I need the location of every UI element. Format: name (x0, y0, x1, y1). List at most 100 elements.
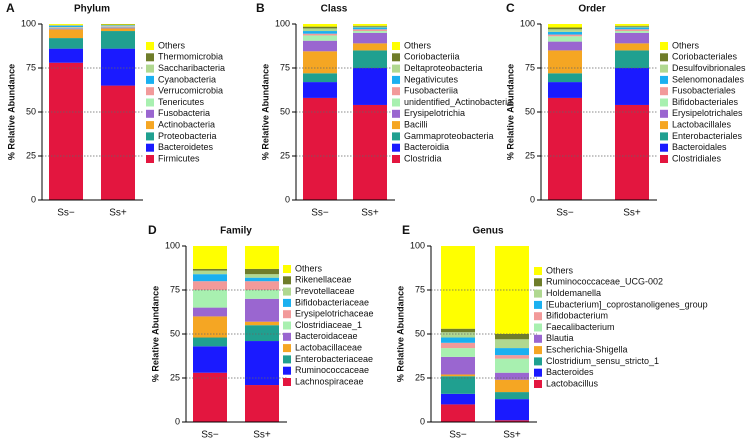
legend-label: Bacteroidales (672, 142, 727, 152)
x-tick-label: Ss− (449, 430, 467, 441)
legend-swatch (392, 155, 400, 163)
bar-segment (615, 31, 649, 33)
bar-segment (353, 31, 387, 33)
bar-segment (495, 358, 529, 373)
bar-segment (245, 290, 279, 299)
bar-segment (548, 73, 582, 83)
legend-label: Clostridia (404, 153, 442, 163)
x-tick-label: Ss+ (253, 430, 271, 441)
legend-label: Thermomicrobia (158, 52, 223, 62)
legend-label: Desulfovibrionales (672, 63, 746, 73)
bar-segment (548, 29, 582, 32)
legend-label: Erysipelotrichales (672, 108, 743, 118)
legend-label: Firmicutes (158, 153, 200, 163)
legend-swatch (283, 366, 291, 375)
bar-segment (101, 25, 135, 27)
bar-segment (495, 399, 529, 421)
legend-label: Saccharibacteria (158, 63, 225, 73)
legend-swatch (534, 267, 542, 275)
legend-swatch (534, 368, 542, 377)
legend-label: Bacteroidaceae (295, 331, 358, 341)
legend-label: Holdemanella (546, 288, 601, 298)
bar-segment (245, 281, 279, 290)
legend-swatch (534, 346, 542, 355)
chart-title: Class (321, 4, 348, 15)
bar-segment (441, 356, 475, 375)
bar-segment (101, 25, 135, 26)
bar-segment (353, 26, 387, 28)
legend-swatch (283, 298, 291, 307)
legend-swatch (660, 155, 668, 163)
bar-segment (193, 270, 227, 275)
legend-swatch (534, 312, 542, 321)
legend-swatch (660, 132, 668, 141)
bar-segment (441, 393, 475, 405)
y-tick-label: 75 (525, 62, 535, 72)
bar-segment (548, 27, 582, 30)
bar-segment (495, 339, 529, 349)
panel-label: E (402, 223, 410, 237)
legend-swatch (660, 42, 668, 50)
bar-segment (193, 307, 227, 317)
legend-swatch (660, 64, 668, 73)
legend-swatch (283, 332, 291, 341)
legend-label: Others (546, 265, 574, 275)
y-tick-label: 50 (525, 106, 535, 116)
bar-segment (245, 325, 279, 342)
y-tick-label: 0 (420, 416, 425, 426)
bar-segment (353, 32, 387, 44)
y-tick-label: 25 (26, 150, 36, 160)
legend-label: Tenericutes (158, 97, 205, 107)
y-tick-label: 75 (26, 62, 36, 72)
legend-label: Lachnospiraceae (295, 376, 364, 386)
bar-segment (193, 268, 227, 271)
bar-segment (495, 372, 529, 380)
y-tick-label: 100 (410, 240, 425, 250)
bar-segment (245, 274, 279, 278)
bar-segment (441, 374, 475, 377)
legend-label: Blautia (546, 333, 574, 343)
x-tick-label: Ss+ (503, 430, 521, 441)
bar-segment (615, 24, 649, 26)
bar-segment (49, 25, 83, 26)
legend-swatch (534, 300, 542, 309)
bar-segment (495, 355, 529, 359)
bar-segment (49, 25, 83, 27)
legend-label: Bacteroidia (404, 142, 449, 152)
y-tick-label: 0 (285, 194, 290, 204)
x-tick-label: Ss− (311, 208, 329, 219)
legend-label: Enterobacteriaceae (295, 354, 373, 364)
bar-segment (245, 268, 279, 275)
bar-segment (303, 82, 337, 98)
bar-segment (441, 246, 475, 329)
bar-segment (548, 34, 582, 37)
bar-segment (495, 348, 529, 356)
chart-title: Family (220, 226, 252, 237)
bar-segment (495, 420, 529, 422)
legend-swatch (146, 155, 154, 163)
legend-label: Negativicutes (404, 74, 459, 84)
legend-label: Ruminococcaceae_UCG-002 (546, 277, 663, 287)
legend-label: Deltaproteobacteria (404, 63, 483, 73)
legend-label: Faecalibacterium (546, 322, 615, 332)
bar-segment (49, 38, 83, 49)
bar-segment (615, 104, 649, 200)
y-tick-label: 50 (415, 328, 425, 338)
bar-segment (193, 346, 227, 373)
x-tick-label: Ss+ (361, 208, 379, 219)
bar-segment (615, 27, 649, 30)
bar-segment (441, 342, 475, 349)
legend-swatch (534, 289, 542, 298)
bar-segment (615, 43, 649, 51)
bar-segment (548, 82, 582, 98)
legend-swatch (146, 87, 154, 96)
bar-segment (615, 32, 649, 44)
y-axis-label: % Relative Abundance (505, 64, 515, 160)
bar-segment (49, 26, 83, 28)
bar-segment (548, 50, 582, 74)
legend-swatch (534, 323, 542, 332)
legend-swatch (392, 64, 400, 73)
legend-swatch (283, 265, 291, 273)
legend-label: Fusobacteriia (404, 86, 458, 96)
legend-swatch (146, 109, 154, 118)
